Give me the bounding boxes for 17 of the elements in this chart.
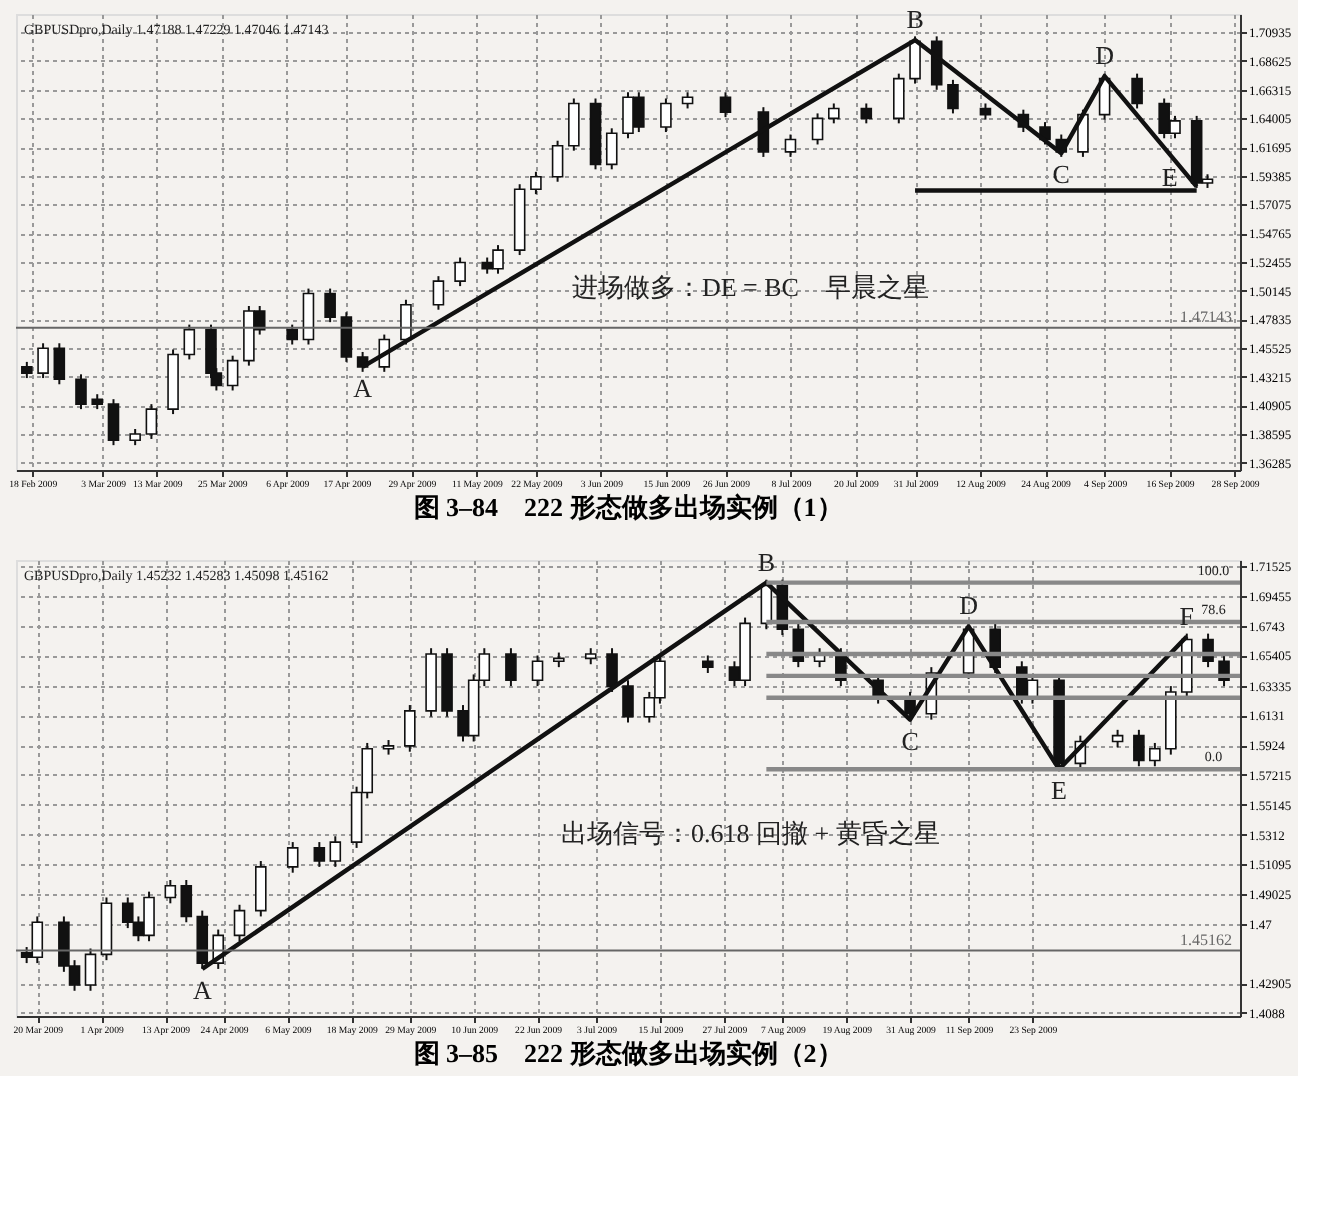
text: 图 3–84 222 形态做多出场实例（1） [413,491,843,522]
ref-line-label: 1.47143 [1180,307,1232,326]
annotation: F [1179,600,1195,631]
annotation: A [192,974,213,1005]
annotation: 出场信号：0.618 回撤 + 黄昏之星 [561,817,940,848]
text: 图 3–85 222 形态做多出场实例（2） [413,1037,843,1068]
annotation: B [906,4,925,35]
ref-line-label: 1.45162 [1180,930,1232,949]
annotation: B [757,546,776,577]
annotation: E [1051,775,1068,806]
annotation: 进场做多：DE = BC 早晨之星 [571,271,929,302]
annotation: D [1095,40,1114,71]
annotation: C [1052,159,1070,190]
annotation: D [959,590,978,621]
annotation: C [901,725,919,756]
annotation: A [353,372,374,403]
annotation: E [1161,162,1178,193]
